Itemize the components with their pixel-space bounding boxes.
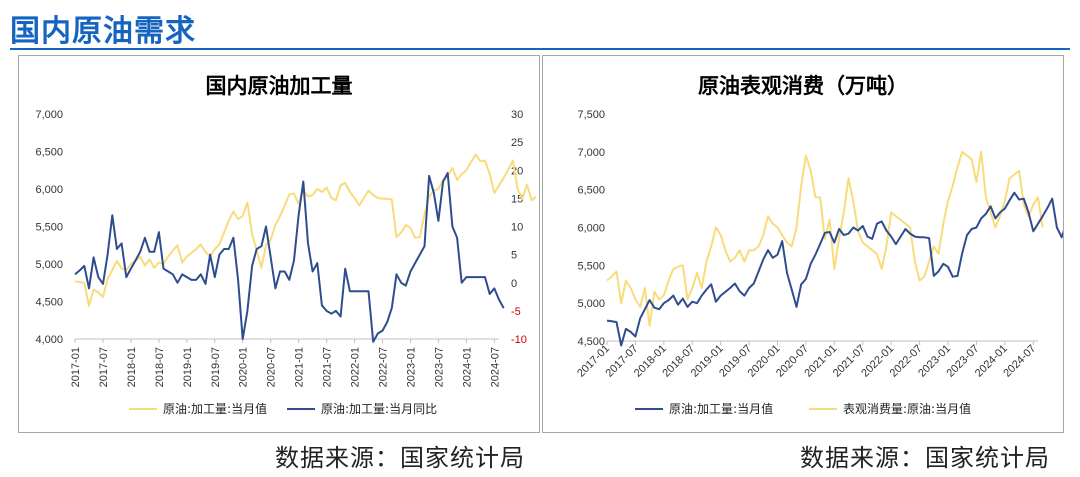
x-tick-label: 2024-01 bbox=[461, 347, 473, 387]
chart-consumption-svg: 7,5007,0006,5006,0005,5005,0004,5002017-… bbox=[575, 109, 1063, 416]
y-tick-label: 4,500 bbox=[577, 336, 605, 348]
y-tick-label: 7,000 bbox=[577, 147, 605, 159]
y-left-tick-label: 7,000 bbox=[35, 109, 63, 121]
y-left-tick-label: 4,500 bbox=[35, 297, 63, 309]
chart-processing-svg: 7,000 6,500 6,000 5,500 5,000 4,500 4,000 30 25 2… bbox=[35, 109, 537, 416]
y-left-tick-label: 6,500 bbox=[35, 147, 63, 159]
x-tick-label: 2019-01 bbox=[182, 347, 194, 387]
y-right-tick-label: 0 bbox=[511, 278, 517, 290]
x-tick-label: 2020-01 bbox=[238, 347, 250, 387]
x-tick-label: 2021-07 bbox=[322, 347, 334, 387]
y-right-tick-label: 5 bbox=[511, 250, 517, 262]
chart-title-processing: 国内原油加工量 bbox=[205, 74, 353, 98]
series-line-apparent-consumption bbox=[606, 150, 1044, 327]
legend-label: 表观消费量:原油:当月值 bbox=[843, 401, 971, 416]
chart-title-consumption: 原油表观消费（万吨） bbox=[698, 74, 908, 98]
y-tick-label: 6,000 bbox=[577, 223, 605, 235]
title-rule bbox=[10, 48, 1070, 50]
page-title: 国内原油需求 bbox=[10, 14, 196, 49]
legend-label: 原油:加工量:当月值 bbox=[669, 401, 773, 416]
chart-panel-processing: 7,000 6,500 6,000 5,500 5,000 4,500 4,000 30 25 2… bbox=[18, 55, 540, 433]
x-tick-label: 2022-07 bbox=[378, 347, 390, 387]
series-line-processing-volume bbox=[74, 153, 537, 307]
x-tick-label: 2020-07 bbox=[266, 347, 278, 387]
y-tick-label: 6,500 bbox=[577, 185, 605, 197]
legend-label: 原油:加工量:当月同比 bbox=[321, 402, 437, 416]
y-left-tick-label: 5,500 bbox=[35, 222, 63, 234]
series-line-processing-volume bbox=[606, 191, 1063, 347]
chart-panel-consumption: 7,500 7,000 6,500 6,000 5,500 5,000 4,500 2017-… bbox=[542, 55, 1064, 433]
y-tick-label: 5,500 bbox=[577, 260, 605, 272]
x-tick-label: 2021-01 bbox=[294, 347, 306, 387]
x-tick-label: 2019-07 bbox=[210, 347, 222, 387]
y-left-tick-label: 6,000 bbox=[35, 184, 63, 196]
series-line-yoy-change bbox=[74, 172, 505, 343]
y-right-tick-label: 25 bbox=[511, 137, 523, 149]
y-right-tick-label: 10 bbox=[511, 222, 523, 234]
legend-label: 原油:加工量:当月值 bbox=[163, 401, 267, 416]
y-right-tick-label: -10 bbox=[511, 334, 527, 346]
y-left-tick-label: 4,000 bbox=[35, 334, 63, 346]
y-tick-label: 7,500 bbox=[577, 109, 605, 121]
source-note-right: 数据来源：国家统计局 bbox=[800, 444, 1050, 472]
source-note-left: 数据来源：国家统计局 bbox=[275, 444, 525, 472]
y-tick-label: 5,000 bbox=[577, 298, 605, 310]
y-right-tick-label: 30 bbox=[511, 109, 523, 121]
y-left-tick-label: 5,000 bbox=[35, 259, 63, 271]
x-tick-label: 2018-01 bbox=[126, 347, 138, 387]
x-tick-label: 2023-07 bbox=[433, 347, 445, 387]
x-tick-label: 2022-01 bbox=[350, 347, 362, 387]
y-right-tick-label: 20 bbox=[511, 165, 523, 177]
x-tick-label: 2018-07 bbox=[154, 347, 166, 387]
x-tick-label: 2023-01 bbox=[405, 347, 417, 387]
y-right-tick-label: -5 bbox=[511, 306, 521, 318]
x-tick-label: 2017-07 bbox=[98, 347, 110, 387]
x-tick-label: 2017-01 bbox=[70, 347, 82, 387]
x-tick-label: 2024-07 bbox=[489, 347, 501, 387]
